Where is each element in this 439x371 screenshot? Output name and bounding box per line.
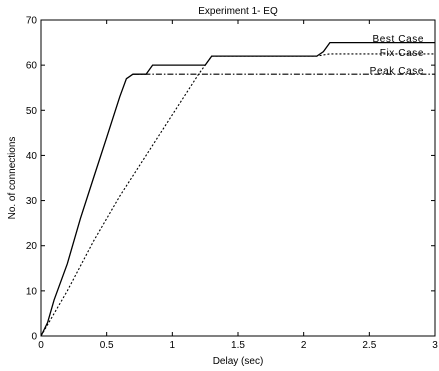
y-tick-label: 70 [26,16,38,27]
x-tick-label: 0.5 [100,340,114,351]
y-tick-label: 30 [26,196,38,207]
x-tick-label: 1.5 [231,340,245,351]
series-layer [40,41,435,337]
x-tick-label: 1 [170,340,176,351]
legend-entry-fix-case: Fix Case [380,48,424,59]
x-tick-label: 3 [432,340,438,351]
x-tick-label: 0 [38,340,44,351]
legend-entry-best-case: Best Case [372,34,424,45]
x-axis-label: Delay (sec) [213,356,264,367]
y-tick-label: 60 [26,61,38,72]
chart-title: Experiment 1- EQ [198,6,278,17]
y-tick-label: 20 [26,241,38,252]
y-axis-label: No. of connections [7,137,18,220]
x-tick-label: 2.5 [362,340,376,351]
y-tick-label: 10 [26,286,38,297]
series-line-fix-case [40,53,435,337]
legend-entry-peak-case: Peak Case [370,66,424,77]
y-tick-label: 0 [31,332,37,343]
y-tick-label: 50 [26,106,38,117]
x-tick-label: 2 [301,340,307,351]
legend: Best Case Fix Case Peak Case [370,34,424,77]
y-tick-label: 40 [26,151,38,162]
series-line-best-case [40,41,435,337]
